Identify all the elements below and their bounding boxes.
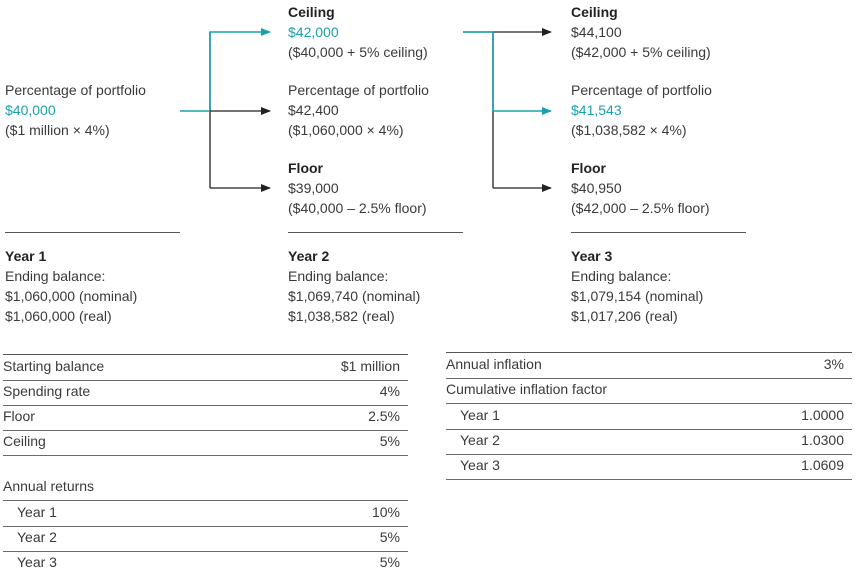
year3-divider [571, 232, 746, 233]
annual-inflation-value: 3% [823, 356, 844, 372]
inflation-factor: 1.0000 [801, 407, 844, 423]
cumulative-header-row: Cumulative inflation factor [446, 378, 852, 404]
table-row: Year 2 5% [3, 526, 408, 552]
table-row: Starting balance $1 million [3, 355, 408, 381]
year1-method-label: Percentage of portfolio [5, 82, 146, 98]
year2-title: Year 2 [288, 248, 330, 264]
year3-floor-label: Floor [571, 160, 606, 176]
year3-ceiling-calc: ($42,000 + 5% ceiling) [571, 44, 711, 60]
year3-ending-label: Ending balance: [571, 268, 672, 284]
year2-floor-amount: $39,000 [288, 180, 339, 196]
assumptions-top-rule [3, 354, 408, 355]
inflation-year-label: Year 3 [460, 457, 500, 473]
table-row: Year 1 10% [3, 501, 408, 527]
table-row: Ceiling 5% [3, 430, 408, 456]
year3-title: Year 3 [571, 248, 613, 264]
assumption-value: $1 million [340, 358, 400, 374]
year2-real: $1,038,582 (real) [288, 308, 395, 324]
year2-ceiling-label: Ceiling [288, 4, 335, 20]
assumption-value: 4% [379, 383, 400, 399]
year2-pct-amount: $42,400 [288, 102, 339, 118]
returns-header-row: Annual returns [3, 475, 408, 501]
table-row: Year 3 1.0609 [446, 454, 852, 480]
year2-ceiling-amount: $42,000 [288, 24, 339, 40]
inflation-year-label: Year 1 [460, 407, 500, 423]
year2-nominal: $1,069,740 (nominal) [288, 288, 421, 304]
year2-ending-label: Ending balance: [288, 268, 389, 284]
year3-ceiling-label: Ceiling [571, 4, 618, 20]
year1-title: Year 1 [5, 248, 47, 264]
assumption-label: Spending rate [3, 383, 91, 399]
year1-divider [5, 232, 180, 233]
year3-pct-amount: $41,543 [571, 102, 622, 118]
year1-calc: ($1 million × 4%) [5, 122, 110, 138]
returns-year-label: Year 2 [17, 529, 57, 545]
returns-year-label: Year 1 [17, 504, 57, 520]
table-row: Year 2 1.0300 [446, 429, 852, 455]
year2-pct-calc: ($1,060,000 × 4%) [288, 122, 404, 138]
cumulative-inflation-label: Cumulative inflation factor [446, 381, 608, 397]
year1-amount: $40,000 [5, 102, 56, 118]
year1-nominal: $1,060,000 (nominal) [5, 288, 138, 304]
year1-ending-label: Ending balance: [5, 268, 106, 284]
table-row: Spending rate 4% [3, 380, 408, 406]
annual-inflation-label: Annual inflation [446, 356, 542, 372]
year2-floor-label: Floor [288, 160, 323, 176]
year3-ceiling-amount: $44,100 [571, 24, 622, 40]
table-row: Floor 2.5% [3, 405, 408, 431]
returns-value: 5% [379, 529, 400, 545]
inflation-year-label: Year 2 [460, 432, 500, 448]
arrows-year2-to-year3 [463, 28, 552, 192]
table-row: Annual inflation 3% [446, 353, 852, 379]
flow-arrows [180, 28, 552, 192]
returns-header: Annual returns [3, 478, 95, 494]
assumption-value: 2.5% [368, 408, 400, 424]
year2-divider [288, 232, 463, 233]
table-row: Year 3 5% [3, 551, 408, 576]
year3-floor-calc: ($42,000 – 2.5% floor) [571, 200, 710, 216]
year3-pct-calc: ($1,038,582 × 4%) [571, 122, 687, 138]
year1-real: $1,060,000 (real) [5, 308, 112, 324]
year3-nominal: $1,079,154 (nominal) [571, 288, 704, 304]
year2-ceiling-calc: ($40,000 + 5% ceiling) [288, 44, 428, 60]
year3-pct-label: Percentage of portfolio [571, 82, 712, 98]
year3-floor-amount: $40,950 [571, 180, 622, 196]
year3-real: $1,017,206 (real) [571, 308, 678, 324]
assumption-label: Floor [3, 408, 35, 424]
assumption-label: Ceiling [3, 433, 46, 449]
table-row: Year 1 1.0000 [446, 404, 852, 430]
assumption-value: 5% [379, 433, 400, 449]
year2-pct-label: Percentage of portfolio [288, 82, 429, 98]
returns-year-label: Year 3 [17, 554, 57, 570]
inflation-factor: 1.0609 [801, 457, 844, 473]
returns-value: 5% [379, 554, 400, 570]
assumption-label: Starting balance [3, 358, 105, 374]
inflation-top-rule [446, 352, 852, 353]
year2-floor-calc: ($40,000 – 2.5% floor) [288, 200, 427, 216]
inflation-factor: 1.0300 [801, 432, 844, 448]
arrows-year1-to-year2 [180, 28, 271, 192]
returns-value: 10% [371, 504, 400, 520]
